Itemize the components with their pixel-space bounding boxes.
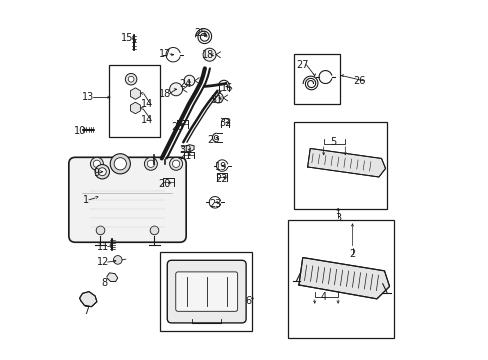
FancyBboxPatch shape [175,272,237,311]
Text: 8: 8 [101,278,107,288]
Circle shape [114,158,126,170]
Bar [160,252,251,331]
Text: 17: 17 [159,49,171,59]
Circle shape [213,93,223,103]
Text: 22: 22 [214,174,227,184]
Circle shape [113,256,122,264]
Text: 25: 25 [194,28,206,38]
Text: 9: 9 [93,168,99,178]
Circle shape [132,105,138,111]
Circle shape [230,283,237,290]
Circle shape [150,226,159,235]
Text: 19: 19 [215,162,227,172]
Polygon shape [130,102,140,114]
Text: 11: 11 [97,242,109,252]
Circle shape [110,154,130,174]
Bar [287,220,393,338]
Text: 13: 13 [82,92,94,102]
Circle shape [172,160,179,167]
Text: 26: 26 [353,76,365,86]
Text: 4: 4 [320,292,326,302]
Circle shape [98,168,106,176]
Polygon shape [130,88,140,99]
Circle shape [93,160,101,167]
Text: 14: 14 [140,99,152,109]
Text: 14: 14 [140,114,152,125]
Text: 16: 16 [221,83,233,93]
Text: 31: 31 [210,95,222,105]
Circle shape [176,295,183,302]
Text: 27: 27 [295,60,308,70]
Circle shape [183,75,194,86]
Circle shape [90,157,103,170]
Circle shape [128,76,134,82]
Text: 10: 10 [73,126,85,136]
Text: 18: 18 [159,89,171,99]
FancyBboxPatch shape [167,260,245,323]
Text: 21: 21 [179,150,191,161]
Polygon shape [181,145,194,152]
Text: 2: 2 [348,249,355,259]
Circle shape [169,83,182,96]
Circle shape [169,157,182,170]
Text: 28: 28 [171,122,183,132]
Polygon shape [298,257,389,299]
Polygon shape [107,273,118,282]
Bar [294,122,386,209]
Circle shape [96,226,104,235]
Circle shape [115,157,128,170]
Text: 12: 12 [97,257,109,267]
Polygon shape [80,292,97,307]
Text: 32: 32 [219,118,231,128]
Text: 6: 6 [244,296,251,306]
Text: 15: 15 [121,33,133,43]
Circle shape [203,48,216,61]
Circle shape [144,157,157,170]
Circle shape [118,160,125,167]
Circle shape [132,91,138,96]
Text: 29: 29 [207,135,220,145]
Text: 1: 1 [83,195,89,205]
Circle shape [125,73,137,85]
Text: 7: 7 [83,306,89,316]
Text: 5: 5 [330,137,336,147]
Text: 20: 20 [158,179,170,189]
Bar [109,65,160,137]
Bar [294,54,339,104]
FancyBboxPatch shape [69,157,186,242]
Text: 24: 24 [179,78,191,89]
Text: 23: 23 [209,199,222,210]
Circle shape [176,283,183,290]
Text: 3: 3 [334,213,341,223]
Polygon shape [307,148,385,177]
Circle shape [147,160,154,167]
Circle shape [230,295,237,302]
Text: 30: 30 [179,145,191,156]
Text: 18: 18 [202,50,214,60]
Circle shape [95,165,109,179]
